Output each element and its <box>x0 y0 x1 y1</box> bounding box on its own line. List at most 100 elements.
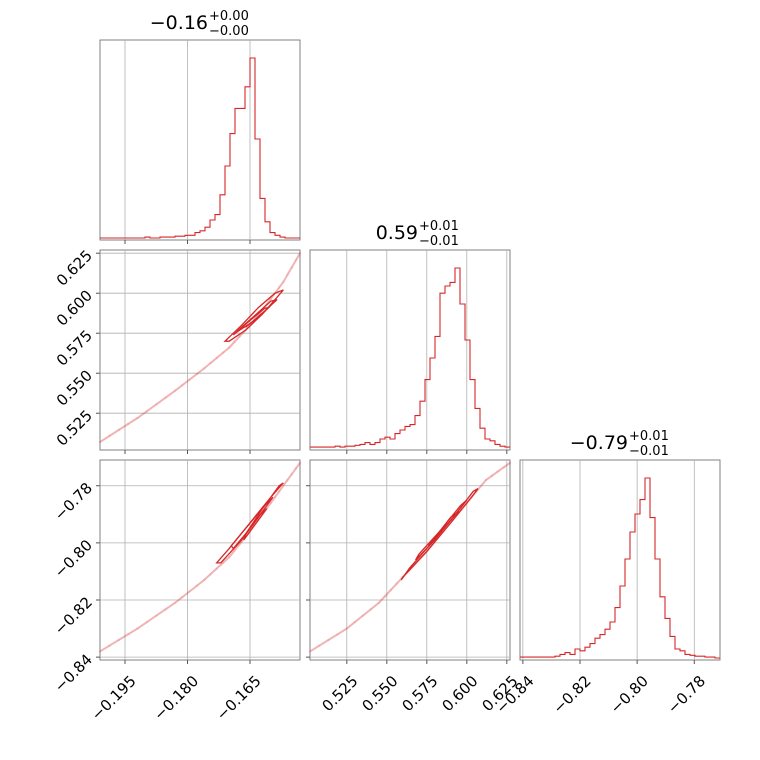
hist-panel-2: −0.79 +0.01−0.01 <box>519 429 721 664</box>
pair-0-sample-ridge <box>99 252 301 443</box>
hist-panel-2-frame <box>519 459 721 661</box>
pair-0-sample-point <box>202 367 206 370</box>
pair-1-sample-point <box>233 549 236 552</box>
xtick-label-p1: 0.550 <box>358 672 401 715</box>
title-median: −0.16 <box>150 12 208 34</box>
title-minus: −0.00 <box>209 24 249 39</box>
pair-2-sample-ridge <box>309 461 511 653</box>
pair-0-sample-point <box>227 346 231 349</box>
xtick-label-p2: −0.80 <box>607 672 652 717</box>
pair-2-sample-point <box>353 620 356 624</box>
pair-1-contour-0 <box>215 482 284 564</box>
xtick-label-p2: −0.82 <box>550 672 595 717</box>
pair-1-sample-point <box>188 590 191 593</box>
pair-2-sample-point <box>345 627 348 630</box>
title-plus: +0.01 <box>629 429 669 444</box>
pair-0-sample-point <box>108 434 111 438</box>
pair-2-sample-point <box>480 484 483 487</box>
pair-panel-1 <box>96 459 301 664</box>
ytick-label-p1: 0.575 <box>53 326 96 369</box>
pair-0-sample-point <box>164 396 167 399</box>
pair-2-sample-point <box>389 588 392 592</box>
pair-0-sample-point <box>126 422 130 426</box>
xtick-label-p0: −0.180 <box>150 672 202 724</box>
pair-2-contour-1 <box>415 499 468 561</box>
pair-2-contour-2 <box>427 510 460 547</box>
xtick-label-p0: −0.165 <box>213 672 265 724</box>
pair-2-sample-point <box>490 474 494 477</box>
pair-0-sample-point <box>145 410 149 413</box>
pair-1-sample-point <box>290 473 293 476</box>
pair-0-contour-0 <box>223 289 284 342</box>
hist-0-title: −0.16 +0.00−0.00 <box>150 9 249 39</box>
pair-1-contour-1 <box>230 496 274 550</box>
pair-1-sample-point <box>181 595 184 599</box>
pair-0-sample-point <box>233 340 236 344</box>
title-plus: +0.00 <box>209 9 249 24</box>
hist-2-title: −0.79 +0.01−0.01 <box>570 429 669 459</box>
pair-0-sample-point <box>286 273 289 276</box>
pair-0-sample-point <box>215 356 218 360</box>
hist-panel-1-frame <box>309 249 511 451</box>
pair-1-sample-point <box>286 478 289 482</box>
pair-0-sample-point <box>269 297 273 300</box>
pair-0-contour-2 <box>239 306 271 329</box>
pair-panel-2-frame <box>309 459 511 661</box>
ytick-label-p2: −0.84 <box>51 650 96 695</box>
pair-1-sample-point <box>98 650 102 653</box>
pair-0-sample-point <box>117 428 120 432</box>
pair-2-sample-point <box>496 470 500 473</box>
xtick-label-p2: −0.78 <box>664 672 709 717</box>
xtick-label-p1: 0.575 <box>398 672 441 715</box>
pair-0-sample-point <box>238 335 241 338</box>
hist-1-title: 0.59 +0.01−0.01 <box>376 219 459 249</box>
pair-panel-0 <box>96 249 301 454</box>
pair-2-sample-point <box>327 638 330 642</box>
ytick-label-p2: −0.78 <box>51 479 96 524</box>
pair-0-sample-point <box>173 389 177 392</box>
pair-1-sample-point <box>108 644 111 647</box>
ytick-label-p2: −0.80 <box>51 536 96 581</box>
pair-panel-2 <box>306 459 511 664</box>
title-minus: −0.01 <box>419 234 459 249</box>
pair-0-sample-point <box>209 362 212 365</box>
pair-1-sample-point <box>126 633 130 636</box>
pair-0-sample-point <box>282 280 285 284</box>
pair-1-sample-point <box>294 467 298 470</box>
pair-1-sample-point <box>136 627 139 630</box>
title-plus: +0.01 <box>419 219 459 234</box>
pair-1-sample-point <box>269 501 273 505</box>
pair-2-sample-point <box>395 582 398 585</box>
pair-1-sample-point <box>209 573 212 576</box>
pair-2-sample-point <box>383 595 386 598</box>
title-minus: −0.01 <box>629 444 669 459</box>
pair-1-sample-point <box>273 495 277 499</box>
pair-1-sample-point <box>215 567 218 570</box>
pair-1-sample-point <box>277 490 281 493</box>
pair-1-contour-2 <box>243 508 268 541</box>
title-median: −0.79 <box>570 432 628 454</box>
pair-1-sample-point <box>145 620 149 624</box>
ytick-label-p2: −0.82 <box>51 593 96 638</box>
hist-1-steps <box>310 267 510 448</box>
pair-1-sample-point <box>195 584 199 587</box>
hist-panel-1: 0.59 +0.01−0.01 <box>309 219 511 454</box>
pair-1-sample-ridge <box>99 461 301 653</box>
hist-panel-0: −0.16 +0.00−0.00 <box>99 9 301 244</box>
pair-panel-1-frame <box>99 459 301 661</box>
pair-0-sample-point <box>181 384 184 387</box>
pair-1-sample-point <box>155 614 158 617</box>
hist-2-steps <box>520 477 720 659</box>
pair-2-sample-point <box>369 608 372 611</box>
pair-1-sample-point <box>173 601 177 605</box>
pair-2-sample-point <box>308 650 312 653</box>
ytick-label-p1: 0.525 <box>53 406 96 449</box>
pair-1-sample-point <box>227 555 231 559</box>
pair-panel-0-frame <box>99 249 301 451</box>
pair-2-sample-point <box>361 614 364 617</box>
pair-0-sample-point <box>155 403 158 406</box>
pair-0-sample-point <box>221 351 225 354</box>
pair-2-sample-point <box>502 465 506 469</box>
pair-2-sample-point <box>336 633 339 636</box>
